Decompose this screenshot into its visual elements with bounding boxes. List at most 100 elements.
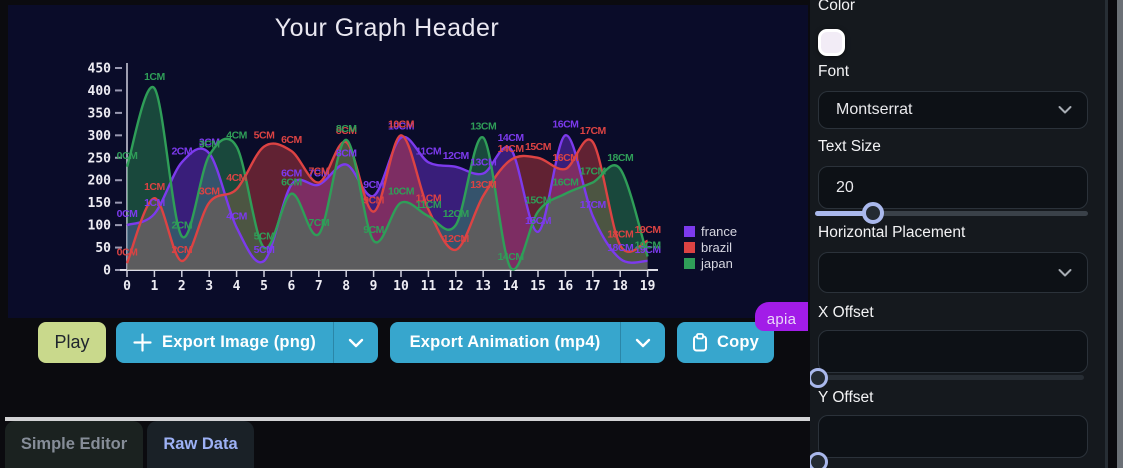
inspector-panel: Color Font Montserrat Text Size Horizont… <box>810 0 1105 468</box>
svg-text:450: 450 <box>88 62 112 77</box>
svg-text:10CM: 10CM <box>388 118 415 130</box>
svg-text:7CM: 7CM <box>308 217 329 229</box>
svg-text:6: 6 <box>287 279 295 294</box>
tab-simple-editor[interactable]: Simple Editor <box>5 421 143 468</box>
section-divider <box>5 417 810 421</box>
y-offset-input[interactable] <box>836 427 1070 446</box>
svg-text:11CM: 11CM <box>416 145 442 157</box>
export-image-main[interactable]: Export Image (png) <box>116 322 333 363</box>
svg-text:400: 400 <box>88 84 112 99</box>
tab-raw-data[interactable]: Raw Data <box>147 421 254 468</box>
svg-text:19: 19 <box>640 279 656 294</box>
x-offset-slider-handle[interactable] <box>810 368 828 388</box>
svg-text:8CM: 8CM <box>336 125 357 137</box>
svg-text:18CM: 18CM <box>607 152 634 164</box>
svg-text:3CM: 3CM <box>199 186 220 198</box>
x-offset-input[interactable] <box>836 342 1070 361</box>
svg-text:16CM: 16CM <box>552 118 579 130</box>
svg-text:11CM: 11CM <box>416 199 442 211</box>
svg-text:150: 150 <box>88 196 112 211</box>
svg-text:5: 5 <box>260 279 268 294</box>
color-swatch[interactable] <box>818 29 845 56</box>
chevron-down-icon <box>1058 268 1072 277</box>
y-offset-slider-handle[interactable] <box>810 452 828 468</box>
svg-text:16: 16 <box>558 279 574 294</box>
svg-text:17CM: 17CM <box>580 125 607 137</box>
svg-text:1CM: 1CM <box>144 197 165 209</box>
svg-text:1CM: 1CM <box>144 71 165 83</box>
svg-text:17: 17 <box>585 279 601 294</box>
svg-text:250: 250 <box>88 151 112 166</box>
svg-text:Your Graph Header: Your Graph Header <box>275 14 499 42</box>
svg-text:10: 10 <box>393 279 409 294</box>
text-size-slider-fill <box>815 211 873 216</box>
text-size-slider-handle[interactable] <box>862 202 884 224</box>
svg-text:13: 13 <box>475 279 491 294</box>
svg-text:14CM: 14CM <box>498 132 525 144</box>
page-scrollbar-thumb[interactable] <box>1117 0 1123 468</box>
svg-text:7: 7 <box>315 279 323 294</box>
svg-text:10CM: 10CM <box>388 121 415 133</box>
export-animation-dropdown[interactable] <box>620 322 665 363</box>
export-animation-main[interactable]: Export Animation (mp4) <box>390 322 620 363</box>
svg-text:15CM: 15CM <box>525 215 552 227</box>
font-select[interactable]: Montserrat <box>818 91 1088 129</box>
svg-text:13CM: 13CM <box>470 121 497 133</box>
svg-text:4: 4 <box>233 279 241 294</box>
sidebar-border <box>1105 0 1108 468</box>
text-size-label: Text Size <box>818 138 881 155</box>
svg-text:7CM: 7CM <box>308 168 329 180</box>
svg-text:2CM: 2CM <box>171 145 192 157</box>
svg-text:0CM: 0CM <box>117 150 138 162</box>
svg-text:0: 0 <box>123 279 131 294</box>
graph-canvas: Your Graph Header05010015020025030035040… <box>88 14 738 294</box>
svg-text:9CM: 9CM <box>363 179 384 191</box>
svg-text:200: 200 <box>88 174 112 189</box>
svg-text:18CM: 18CM <box>607 242 634 254</box>
svg-text:4CM: 4CM <box>226 130 247 142</box>
svg-text:18: 18 <box>612 279 628 294</box>
y-offset-label: Y Offset <box>818 389 874 406</box>
svg-text:1: 1 <box>150 279 158 294</box>
text-size-slider-track[interactable] <box>815 211 1088 216</box>
svg-text:17CM: 17CM <box>580 166 607 178</box>
svg-text:18CM: 18CM <box>607 228 634 240</box>
horizontal-placement-select[interactable] <box>818 252 1088 293</box>
svg-text:10CM: 10CM <box>388 186 415 198</box>
play-button[interactable]: Play <box>38 322 106 363</box>
svg-text:12CM: 12CM <box>443 150 470 162</box>
x-offset-field-box <box>818 330 1088 373</box>
export-animation-button[interactable]: Export Animation (mp4) <box>390 322 665 363</box>
color-label: Color <box>818 0 856 14</box>
text-size-input[interactable] <box>836 178 1070 197</box>
svg-text:brazil: brazil <box>701 240 732 255</box>
brand-badge[interactable]: apia <box>755 302 808 331</box>
svg-text:france: france <box>701 224 737 239</box>
svg-text:12CM: 12CM <box>443 208 470 220</box>
svg-text:6CM: 6CM <box>281 177 302 189</box>
export-image-button[interactable]: Export Image (png) <box>116 322 378 363</box>
svg-text:9: 9 <box>370 279 378 294</box>
svg-text:300: 300 <box>88 129 112 144</box>
svg-text:16CM: 16CM <box>552 152 579 164</box>
x-offset-label: X Offset <box>818 304 874 321</box>
svg-text:15CM: 15CM <box>525 195 552 207</box>
svg-text:19CM: 19CM <box>635 224 662 236</box>
svg-text:8CM: 8CM <box>336 123 357 135</box>
svg-text:5CM: 5CM <box>254 130 275 142</box>
svg-text:5CM: 5CM <box>254 231 275 243</box>
svg-text:3: 3 <box>205 279 213 294</box>
tab-raw-data-label: Raw Data <box>163 435 238 453</box>
svg-text:13CM: 13CM <box>470 157 497 169</box>
x-offset-slider-track[interactable] <box>818 375 1084 380</box>
svg-text:japan: japan <box>700 256 733 271</box>
copy-button-label: Copy <box>716 333 760 351</box>
chevron-down-icon <box>348 338 364 348</box>
svg-text:4CM: 4CM <box>226 172 247 184</box>
svg-text:9CM: 9CM <box>363 195 384 207</box>
chevron-down-icon <box>1058 106 1072 115</box>
export-image-dropdown[interactable] <box>333 322 378 363</box>
svg-text:0CM: 0CM <box>117 246 138 258</box>
svg-text:5CM: 5CM <box>254 244 275 256</box>
